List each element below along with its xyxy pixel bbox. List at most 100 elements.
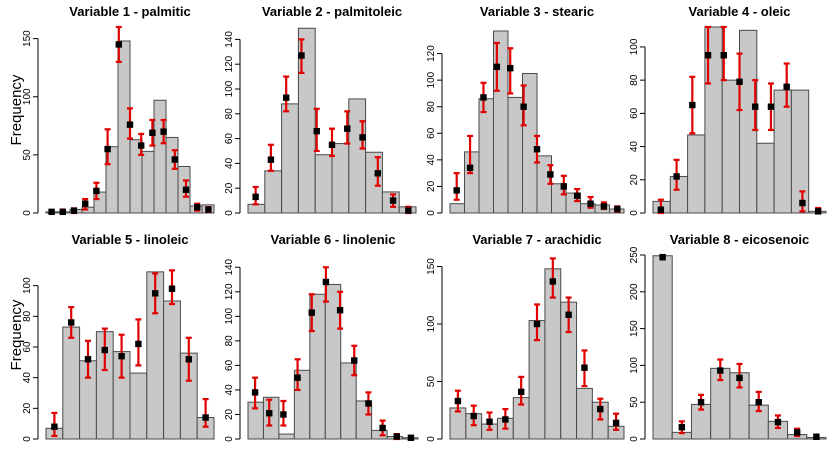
y-tick-label: 20	[22, 402, 33, 414]
y-tick-label: 150	[629, 320, 640, 337]
estimate-point	[322, 278, 330, 286]
histogram-bar	[773, 89, 792, 214]
panel-2: Variable 2 - palmitoleic 0 20 40 60 80 100 120 1…	[224, 4, 417, 216]
histogram-bar	[163, 300, 181, 440]
estimate-point	[405, 207, 412, 214]
histogram-bar	[264, 170, 283, 214]
estimate-point	[493, 63, 501, 71]
estimate-point	[799, 199, 806, 207]
histogram-bar	[687, 134, 706, 214]
y-tick-label: 40	[224, 384, 235, 396]
y-tick-label: 0	[426, 210, 437, 216]
histogram-bar	[449, 407, 467, 440]
estimate-point	[194, 203, 201, 211]
estimate-point	[282, 94, 290, 101]
estimate-point	[720, 52, 727, 59]
estimate-point	[205, 206, 212, 213]
y-tick-label: 80	[224, 108, 235, 120]
estimate-point	[280, 411, 287, 418]
histogram-bar	[371, 429, 388, 440]
estimate-point	[793, 429, 801, 436]
estimate-point	[101, 346, 108, 354]
estimate-point	[470, 412, 477, 420]
panel-title: Variable 2 - palmitoleic	[262, 4, 402, 19]
estimate-point	[149, 129, 156, 136]
panel-7: Variable 7 - arachidic 0 50 100 150	[426, 232, 625, 442]
histogram-bar	[449, 203, 465, 214]
histogram-bar	[464, 151, 480, 214]
estimate-point	[389, 197, 397, 204]
estimate-point	[813, 433, 820, 440]
estimate-point	[814, 208, 822, 215]
estimate-point	[308, 309, 315, 316]
y-tick-label: 100	[629, 38, 640, 55]
y-tick-label: 80	[224, 335, 235, 347]
panel-title: Variable 4 - oleic	[689, 4, 791, 19]
y-tick-label: 80	[629, 74, 640, 86]
histogram-bar	[262, 396, 280, 440]
y-tick-label: 80	[426, 101, 437, 113]
estimate-point	[51, 423, 58, 430]
estimate-point	[344, 125, 351, 132]
panel-3: Variable 3 - stearic 0 20 40 60 80 100 120	[426, 4, 625, 216]
panel-title: Variable 1 - palmitic	[69, 4, 190, 19]
y-tick-label: 120	[426, 45, 437, 62]
estimate-point	[774, 418, 782, 426]
estimate-point	[517, 388, 525, 396]
panel-8: Variable 8 - eicosenoic 0 50 100 150 200 250	[629, 232, 827, 442]
estimate-point	[359, 134, 366, 141]
estimate-point	[704, 52, 712, 59]
estimate-point	[160, 128, 167, 135]
estimate-point	[689, 101, 696, 109]
estimate-point	[547, 171, 554, 178]
estimate-point	[587, 200, 594, 207]
y-tick-label: 100	[426, 315, 437, 332]
estimate-point	[533, 146, 541, 153]
y-tick-label: 100	[426, 71, 437, 88]
estimate-point	[328, 141, 336, 148]
estimate-point	[752, 103, 759, 110]
y-tick-label: 0	[22, 436, 33, 442]
error-bar	[453, 172, 460, 201]
estimate-point	[82, 200, 89, 207]
y-tick-label: 150	[22, 30, 33, 47]
y-tick-label: 80	[22, 310, 33, 322]
histogram-bar	[129, 372, 148, 440]
histogram-bar	[165, 136, 179, 214]
histogram-bar	[790, 89, 810, 214]
y-tick-label: 140	[224, 258, 235, 275]
estimate-point	[480, 94, 487, 101]
y-tick-label: 60	[224, 133, 235, 145]
error-bar	[202, 398, 209, 428]
estimate-point	[407, 434, 415, 441]
estimate-point	[336, 307, 344, 314]
y-tick-label: 0	[22, 210, 33, 216]
y-tick-label: 60	[629, 107, 640, 119]
error-bar	[549, 257, 556, 299]
estimate-point	[614, 205, 621, 213]
histogram-bar	[478, 98, 494, 214]
estimate-point	[68, 319, 75, 326]
y-tick-label: 60	[22, 341, 33, 353]
estimate-point	[374, 170, 382, 177]
y-tick-label: 60	[224, 359, 235, 371]
estimate-point	[717, 367, 724, 374]
y-tick-label: 50	[426, 376, 437, 388]
estimate-point	[783, 83, 790, 90]
y-tick-label: 50	[22, 149, 33, 161]
histogram-bar	[652, 255, 673, 440]
estimate-point	[520, 103, 527, 110]
histogram-bar	[297, 27, 316, 214]
y-tick-label: 140	[224, 31, 235, 48]
panel-title: Variable 8 - eicosenoic	[670, 232, 809, 247]
error-bar	[283, 75, 290, 113]
estimate-point	[393, 433, 400, 440]
panel-title: Variable 7 - arachidic	[472, 232, 601, 247]
estimate-point	[48, 208, 55, 216]
estimate-point	[597, 405, 604, 413]
y-tick-label: 20	[426, 180, 437, 192]
y-tick-label: 40	[22, 372, 33, 384]
estimate-point	[486, 418, 493, 425]
y-tick-label: 40	[224, 157, 235, 169]
